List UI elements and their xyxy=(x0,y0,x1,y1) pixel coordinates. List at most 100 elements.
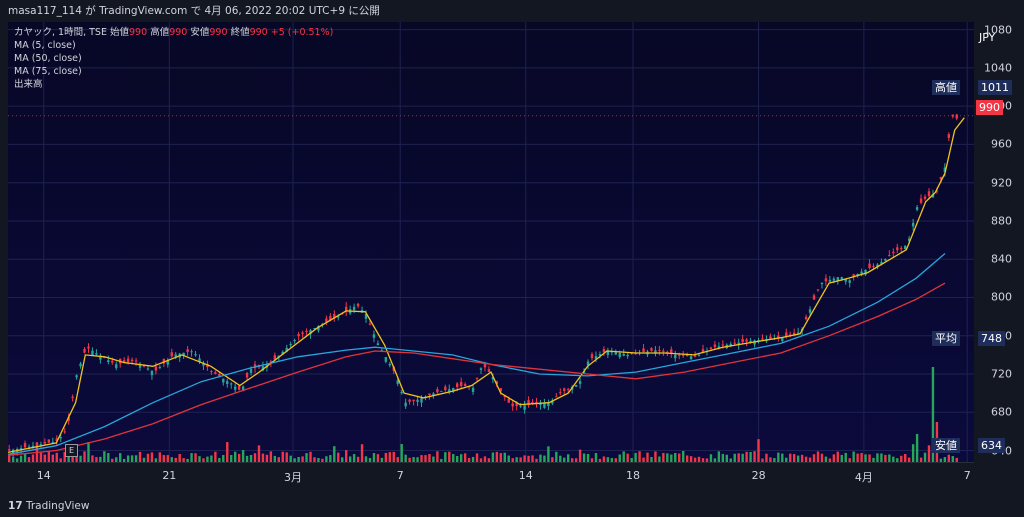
candle-body xyxy=(678,354,681,356)
volume-bar xyxy=(257,445,261,462)
candle-body xyxy=(507,398,510,403)
volume-bar xyxy=(800,454,804,462)
candle-body xyxy=(654,350,657,354)
low-value: 634 xyxy=(978,438,1005,453)
candle-body xyxy=(337,316,340,318)
volume-bar xyxy=(816,451,820,462)
candle-body xyxy=(907,238,911,241)
volume-bar xyxy=(781,453,784,462)
volume-bar xyxy=(479,458,483,462)
candle-body xyxy=(463,384,467,387)
earnings-marker[interactable]: E xyxy=(65,444,78,457)
price-axis[interactable]: JPY 640680720760800840880920960100010401… xyxy=(974,22,1018,462)
volume-bar xyxy=(725,454,728,462)
volume-bar xyxy=(574,458,578,462)
candle-body xyxy=(785,332,788,337)
volume-bar xyxy=(567,454,570,462)
chart-panel[interactable]: カヤック, 1時間, TSE 始値990 高値990 安値990 終値990 +… xyxy=(6,22,1018,497)
candle-body xyxy=(400,392,403,394)
volume-bar xyxy=(757,439,760,462)
volume-bar xyxy=(380,457,384,462)
indicator-ma75[interactable]: MA (75, close) xyxy=(14,66,82,77)
candle-body xyxy=(931,194,935,198)
time-tick-label: 14 xyxy=(518,469,533,482)
volume-bar xyxy=(852,451,855,462)
volume-bar xyxy=(95,457,98,462)
price-tick-label: 840 xyxy=(991,252,1012,266)
volume-bar xyxy=(638,451,641,462)
candle-body xyxy=(741,338,744,343)
volume-bar xyxy=(150,452,154,462)
candle-body xyxy=(309,330,312,335)
plot-area[interactable]: カヤック, 1時間, TSE 始値990 高値990 安値990 終値990 +… xyxy=(8,22,974,462)
volume-bar xyxy=(63,451,66,462)
volume-bar xyxy=(741,453,744,462)
candle-body xyxy=(293,340,296,342)
volume-bar xyxy=(955,457,958,462)
volume-bar xyxy=(174,457,177,462)
volume-bar xyxy=(111,458,114,462)
price-chart[interactable] xyxy=(8,22,974,462)
volume-bar xyxy=(218,458,221,462)
candle-body xyxy=(523,405,526,410)
candle-body xyxy=(372,334,376,338)
volume-bar xyxy=(241,450,245,462)
candle-body xyxy=(590,354,594,359)
average-label: 平均 xyxy=(932,331,960,346)
volume-bar xyxy=(733,453,736,462)
volume-bar xyxy=(55,452,58,462)
volume-bar xyxy=(896,458,899,462)
volume-bar xyxy=(91,455,94,462)
candle-body xyxy=(808,309,812,313)
volume-bar xyxy=(158,452,162,462)
candle-body xyxy=(693,355,697,357)
candle-body xyxy=(75,375,78,378)
volume-bar xyxy=(360,444,364,462)
candle-body xyxy=(666,351,669,353)
volume-bar xyxy=(923,452,927,462)
candle-body xyxy=(115,364,118,369)
indicator-ma5[interactable]: MA (5, close) xyxy=(14,40,76,51)
volume-bar xyxy=(130,455,134,462)
candle-body xyxy=(935,190,939,192)
time-axis[interactable]: 14 21 3月 7 14 18 28 4月 7 xyxy=(8,462,974,497)
candle-body xyxy=(495,381,499,385)
candle-body xyxy=(618,352,621,358)
volume-bar xyxy=(753,451,756,462)
candle-body xyxy=(737,342,740,346)
candle-body xyxy=(551,400,554,404)
candle-body xyxy=(792,332,796,335)
volume-bar xyxy=(860,452,863,462)
candle-body xyxy=(285,347,288,352)
candle-body xyxy=(674,354,677,359)
volume-bar xyxy=(122,458,126,462)
volume-bar xyxy=(729,458,732,462)
candle-body xyxy=(408,399,411,402)
indicator-ma50[interactable]: MA (50, close) xyxy=(14,53,82,64)
volume-bar xyxy=(317,457,320,462)
volume-bar xyxy=(43,454,47,462)
candle-body xyxy=(900,247,903,249)
volume-bar xyxy=(364,456,368,462)
candle-body xyxy=(313,328,316,330)
indicator-volume[interactable]: 出来高 xyxy=(14,79,43,90)
candle-body xyxy=(166,359,169,365)
volume-bar xyxy=(531,455,534,462)
candle-body xyxy=(448,389,451,392)
candle-body xyxy=(186,349,189,353)
volume-bar xyxy=(689,456,693,462)
volume-bar xyxy=(396,457,399,462)
volume-bar xyxy=(737,453,740,462)
candle-body xyxy=(412,399,415,402)
volume-bar xyxy=(198,456,201,462)
volume-bar xyxy=(27,457,31,462)
volume-bar xyxy=(237,453,241,462)
volume-bar xyxy=(467,458,471,462)
volume-bar xyxy=(824,456,828,462)
volume-bar xyxy=(721,453,725,462)
volume-bar xyxy=(253,453,257,462)
volume-bar xyxy=(539,454,542,462)
candle-body xyxy=(376,343,380,346)
volume-bar xyxy=(586,453,590,462)
candle-body xyxy=(428,393,431,396)
